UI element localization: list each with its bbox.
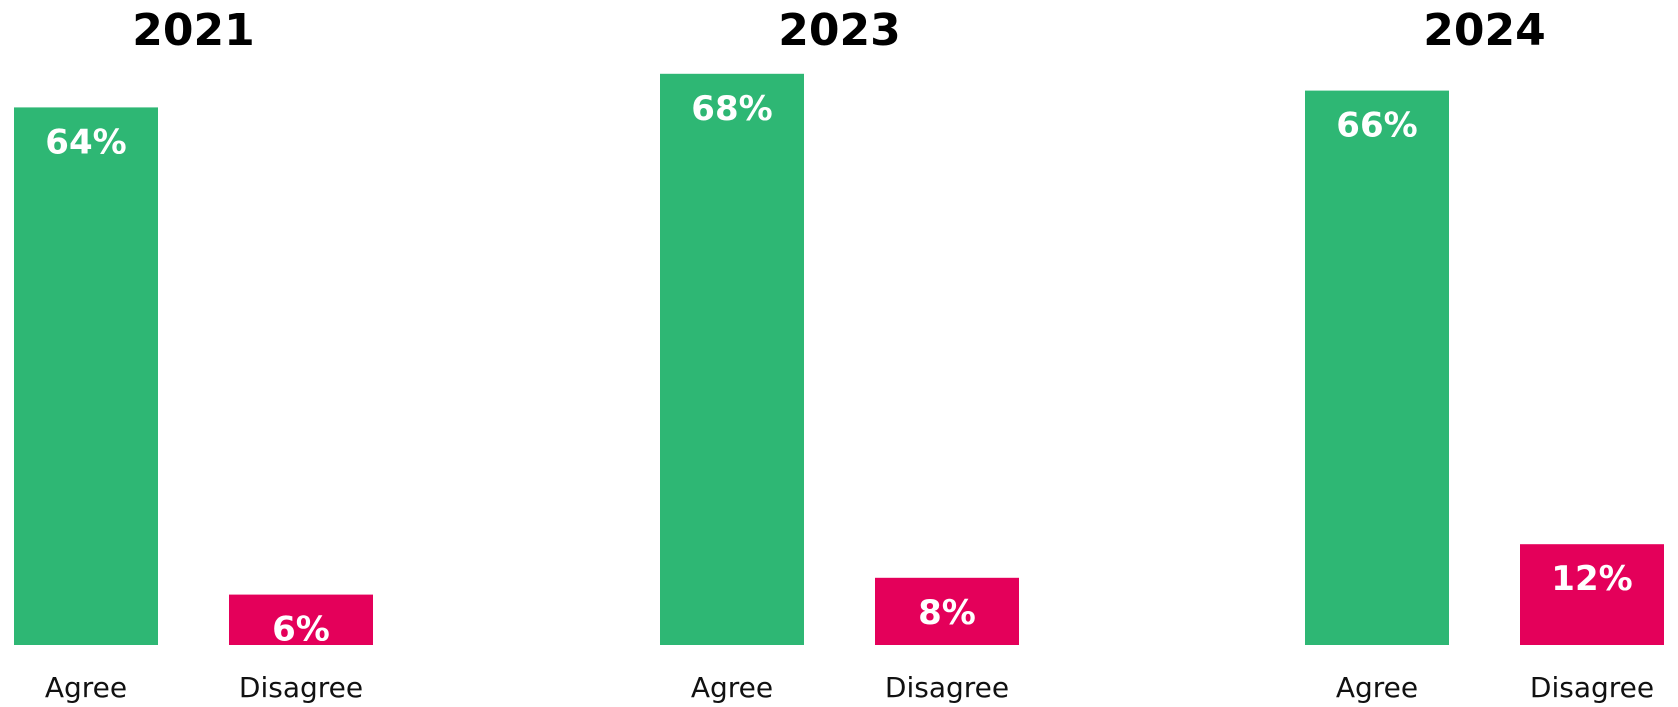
category-label-agree: Agree <box>45 671 127 704</box>
bar-disagree <box>875 577 1019 645</box>
category-label-agree: Agree <box>1336 671 1418 704</box>
data-label-agree: 64% <box>45 122 126 162</box>
panel-title: 2021 <box>132 5 254 56</box>
bar-agree <box>660 73 804 646</box>
chart-panel-2024: 2024 66% Agree 12% Disagree <box>1305 5 1664 704</box>
data-label-agree: 66% <box>1336 106 1417 146</box>
data-label-disagree: 6% <box>272 610 330 650</box>
bar-disagree <box>229 594 373 645</box>
chart-panel-2021: 2021 64% Agree 6% Disagree <box>14 5 373 704</box>
data-label-agree: 68% <box>691 89 772 129</box>
bar-agree <box>1305 90 1449 646</box>
bar-agree <box>14 107 158 645</box>
panel-title: 2024 <box>1423 5 1545 56</box>
data-label-disagree: 12% <box>1551 559 1632 599</box>
panel-title: 2023 <box>778 5 900 56</box>
category-label-disagree: Disagree <box>239 671 363 704</box>
data-label-disagree: 8% <box>918 593 976 633</box>
category-label-disagree: Disagree <box>1530 671 1654 704</box>
bar-disagree <box>1520 544 1664 645</box>
category-label-disagree: Disagree <box>885 671 1009 704</box>
category-label-agree: Agree <box>691 671 773 704</box>
